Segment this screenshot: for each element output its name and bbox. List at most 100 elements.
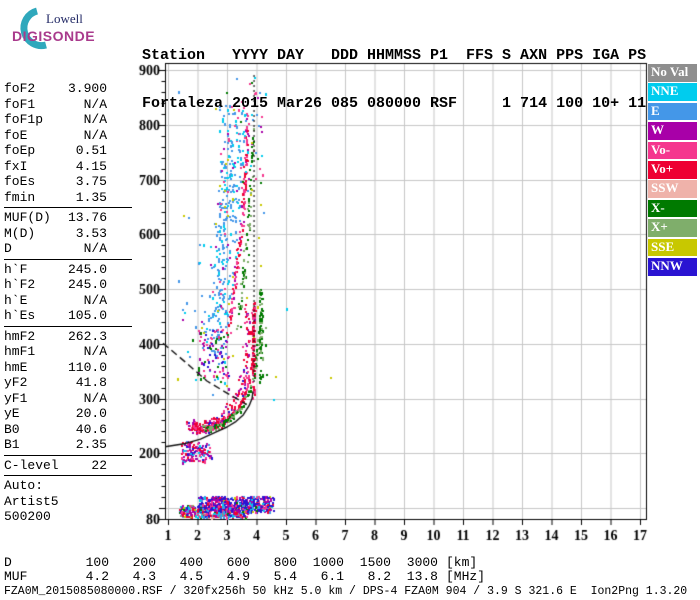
logo-digisonde-text: DIGISONDE xyxy=(12,28,96,44)
parameter-label: B1 xyxy=(4,437,20,452)
row-value: 400 xyxy=(179,555,203,570)
legend-item-nnw: NNW xyxy=(648,257,697,276)
row-value: 8.2 xyxy=(367,568,391,584)
row-value: 1000 xyxy=(312,555,344,570)
parameter-label: yE xyxy=(4,406,20,421)
d-row: D 100 200 400 600 800 1000 1500 3000 [km] xyxy=(4,556,485,570)
lowell-digisonde-logo: Lowell DIGISONDE xyxy=(6,5,131,51)
legend-item-e: E xyxy=(648,102,697,121)
parameter-label: foF2 xyxy=(4,81,36,96)
parameter-label: MUF(D) xyxy=(4,210,51,225)
parameter-section: hmF2 262.3 hmF1 N/A hmE 110.0 yF2 41.8 yF1 N/A yE 2… xyxy=(4,329,132,456)
parameter-note: Artist5 xyxy=(4,493,59,509)
row-value: 5.4 xyxy=(273,568,297,584)
doppler-direction-legend: No Val NNE E W Vo- Vo+ SSW X- X+ SSE NNW xyxy=(648,64,697,277)
parameter-value: N/A xyxy=(83,96,107,112)
parameter-row: yE 20.0 xyxy=(4,406,107,422)
parameter-value: N/A xyxy=(83,127,107,143)
legend-item-nne: NNE xyxy=(648,83,697,101)
parameter-label: D xyxy=(4,241,12,256)
parameter-row: foEs 3.75 xyxy=(4,174,107,190)
parameter-value: 262.3 xyxy=(67,328,107,344)
distance-muf-table: D 100 200 400 600 800 1000 1500 3000 [km] MUF 4.2 4.… xyxy=(4,556,485,583)
parameter-value: N/A xyxy=(83,241,107,256)
parameter-label: foEs xyxy=(4,174,36,189)
parameter-label: h`E xyxy=(4,292,28,308)
row-value: 1500 xyxy=(359,555,391,570)
row-value: 3000 xyxy=(406,555,438,570)
parameter-value: 22 xyxy=(91,457,107,473)
legend-item-x-: X- xyxy=(648,199,697,218)
parameter-label: hmF1 xyxy=(4,344,36,359)
row-value: 800 xyxy=(273,555,297,570)
parameter-row: hmF1 N/A xyxy=(4,344,107,360)
parameter-label: B0 xyxy=(4,421,20,437)
parameter-label: fxI xyxy=(4,158,28,174)
row-label: D xyxy=(4,555,12,570)
parameter-value: 2.35 xyxy=(75,437,107,452)
row-label: MUF xyxy=(4,568,28,584)
parameter-row: MUF(D) 13.76 xyxy=(4,210,107,226)
parameter-value: N/A xyxy=(83,344,107,359)
parameter-row: h`E N/A xyxy=(4,293,107,309)
row-value: 100 xyxy=(85,555,109,570)
row-unit: [km] xyxy=(446,555,478,570)
parameter-label: foE xyxy=(4,127,28,143)
parameter-label: h`F2 xyxy=(4,277,36,292)
logo-arc-icon xyxy=(20,7,47,50)
parameter-value: 3.75 xyxy=(75,174,107,189)
parameter-label: foF1p xyxy=(4,112,44,127)
parameter-label: yF1 xyxy=(4,390,28,406)
legend-item-vo+: Vo+ xyxy=(648,160,697,179)
parameter-row: h`F 245.0 xyxy=(4,262,107,278)
parameter-row: B0 40.6 xyxy=(4,422,107,438)
parameter-note: Auto: xyxy=(4,478,44,493)
legend-item-ssw: SSW xyxy=(648,180,697,198)
parameter-row: fmin 1.35 xyxy=(4,190,107,206)
parameter-row: foF1p N/A xyxy=(4,112,107,128)
parameter-value: 4.15 xyxy=(75,158,107,174)
parameter-value: 110.0 xyxy=(67,359,107,375)
parameter-section: Auto: Artist5 500200 xyxy=(4,478,132,527)
parameter-row: h`F2 245.0 xyxy=(4,277,107,293)
row-unit: [MHz] xyxy=(446,568,486,584)
row-value: 4.2 xyxy=(85,568,109,584)
parameter-value: 20.0 xyxy=(75,406,107,421)
legend-item-sse: SSE xyxy=(648,238,697,257)
parameter-note: 500200 xyxy=(4,509,51,524)
parameter-label: hmE xyxy=(4,359,28,375)
parameter-value: 1.35 xyxy=(75,189,107,205)
parameter-section: MUF(D) 13.76 M(D) 3.53 D N/A xyxy=(4,210,132,260)
parameter-value: 41.8 xyxy=(75,375,107,390)
parameter-row: foE N/A xyxy=(4,128,107,144)
legend-item-w: W xyxy=(648,122,697,140)
row-value: 4.3 xyxy=(132,568,156,584)
parameter-value: N/A xyxy=(83,292,107,308)
parameter-value: 40.6 xyxy=(75,421,107,437)
parameter-value: N/A xyxy=(83,390,107,406)
parameter-row: h`Es 105.0 xyxy=(4,308,107,324)
parameter-section: C-level 22 xyxy=(4,458,132,476)
parameter-label: h`Es xyxy=(4,308,36,323)
parameter-value: 3.53 xyxy=(75,225,107,241)
parameter-label: yF2 xyxy=(4,375,28,390)
row-value: 4.9 xyxy=(226,568,250,584)
parameter-row: hmE 110.0 xyxy=(4,360,107,376)
parameter-row: M(D) 3.53 xyxy=(4,226,107,242)
logo-lowell-text: Lowell xyxy=(46,11,83,26)
parameter-row: D N/A xyxy=(4,241,107,257)
parameter-label: C-level xyxy=(4,457,59,473)
parameter-value: 3.900 xyxy=(67,81,107,96)
parameter-row: foF1 N/A xyxy=(4,97,107,113)
parameter-row: C-level 22 xyxy=(4,458,107,474)
parameter-label: foF1 xyxy=(4,96,36,112)
parameter-value: 245.0 xyxy=(67,261,107,277)
header-line-2: Fortaleza 2015 Mar26 085 080000 RSF 1 71… xyxy=(142,95,647,112)
parameter-value: 13.76 xyxy=(67,210,107,225)
parameter-row: foEp 0.51 xyxy=(4,143,107,159)
row-value: 13.8 xyxy=(406,568,438,584)
parameter-row: foF2 3.900 xyxy=(4,81,107,97)
legend-item-x+: X+ xyxy=(648,219,697,237)
parameter-row: yF2 41.8 xyxy=(4,375,107,391)
row-value: 6.1 xyxy=(320,568,344,584)
